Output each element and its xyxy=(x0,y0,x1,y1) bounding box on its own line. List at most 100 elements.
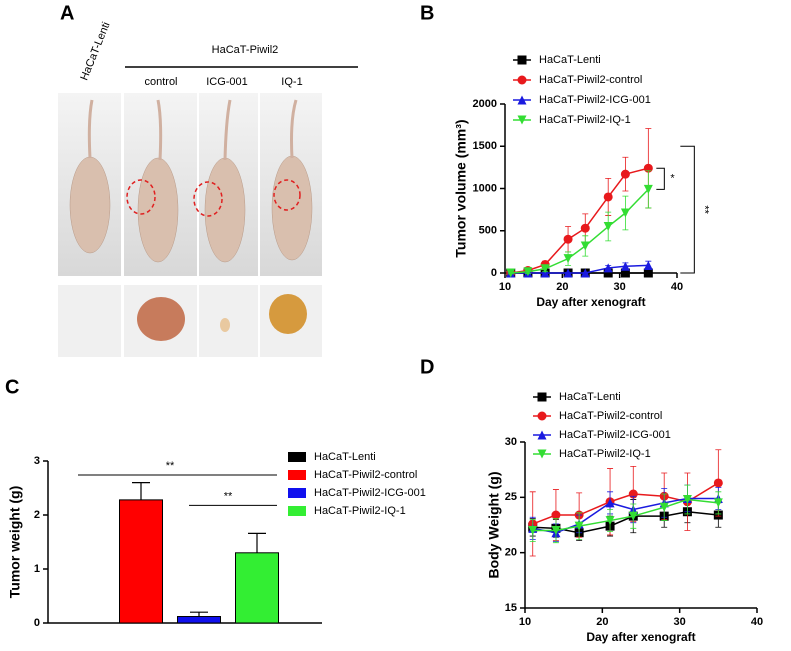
series-line xyxy=(532,497,719,534)
y-tick-label: 30 xyxy=(505,436,517,448)
bar xyxy=(235,552,279,624)
legend-label: HaCaT-Piwil2-IQ-1 xyxy=(314,505,406,517)
legend-swatch xyxy=(288,488,306,498)
x-tick-label: 20 xyxy=(596,616,608,628)
error-bar xyxy=(132,482,150,500)
mouse xyxy=(271,155,313,261)
marker xyxy=(540,264,550,274)
legend-label: HaCaT-Piwil2-ICG-001 xyxy=(539,94,651,106)
series-line xyxy=(532,498,719,532)
marker xyxy=(620,208,630,218)
tail xyxy=(156,99,163,161)
y-tick-label: 0 xyxy=(34,617,40,629)
tumor-marker xyxy=(126,179,156,215)
marker xyxy=(603,263,613,273)
photo-panel: A HaCaT-Lenti HaCaT-Piwil2 control ICG-0… xyxy=(58,2,358,357)
x-tick-label: 10 xyxy=(519,616,531,628)
marker xyxy=(682,495,692,505)
column-label: ICG-001 xyxy=(206,76,248,88)
marker xyxy=(563,268,573,278)
y-tick-label: 25 xyxy=(505,491,517,503)
marker xyxy=(643,268,653,278)
marker xyxy=(713,478,723,488)
tumor-marker xyxy=(193,181,223,217)
y-tick-label: 1 xyxy=(34,563,40,575)
legend-label: HaCaT-Lenti xyxy=(559,391,621,403)
legend-marker xyxy=(537,449,547,459)
legend-swatch xyxy=(288,506,306,516)
significance-bracket xyxy=(656,167,665,190)
x-tick-label: 10 xyxy=(499,281,511,293)
panel-label: D xyxy=(420,356,434,378)
marker xyxy=(605,498,615,508)
y-tick-label: 500 xyxy=(479,225,497,237)
group-label: HaCaT-Piwil2 xyxy=(212,44,279,56)
series-line xyxy=(510,188,649,274)
significance-bracket xyxy=(680,145,695,274)
error-bar xyxy=(248,532,266,553)
tumor xyxy=(269,294,307,334)
y-tick-label: 2000 xyxy=(473,98,497,110)
marker xyxy=(580,223,590,233)
mouse xyxy=(69,156,111,254)
y-tick-label: 1000 xyxy=(473,182,497,194)
mouse xyxy=(137,157,179,263)
marker xyxy=(643,184,653,194)
legend-swatch xyxy=(288,452,306,462)
legend-swatch xyxy=(288,470,306,480)
legend-marker xyxy=(517,115,527,125)
tail xyxy=(223,99,232,161)
group-label: HaCaT-Lenti xyxy=(78,20,112,82)
series-line xyxy=(510,167,649,274)
legend-label: HaCaT-Piwil2-ICG-001 xyxy=(314,487,426,499)
marker xyxy=(523,267,533,277)
legend-label: HaCaT-Piwil2-control xyxy=(314,469,417,481)
tail xyxy=(290,99,298,159)
marker xyxy=(620,261,630,271)
tumor xyxy=(220,318,230,332)
legend-marker xyxy=(517,75,527,85)
marker xyxy=(528,526,538,536)
marker xyxy=(580,268,590,278)
marker xyxy=(580,241,590,251)
marker xyxy=(620,268,630,278)
error-bar xyxy=(190,611,208,617)
significance-label: ** xyxy=(166,460,175,472)
x-tick-label: 30 xyxy=(674,616,686,628)
marker xyxy=(563,234,573,244)
marker xyxy=(713,498,723,508)
legend-marker xyxy=(537,411,547,421)
significance-label: ** xyxy=(224,490,233,502)
panel-label: C xyxy=(5,376,19,398)
x-tick-label: 20 xyxy=(556,281,568,293)
x-tick-label: 40 xyxy=(671,281,683,293)
legend-label: HaCaT-Lenti xyxy=(314,451,376,463)
bar xyxy=(177,616,221,624)
marker xyxy=(506,268,516,278)
y-tick-label: 20 xyxy=(505,547,517,559)
x-axis-title: Day after xenograft xyxy=(586,630,695,644)
marker xyxy=(603,192,613,202)
panel-label: B xyxy=(420,2,434,24)
marker xyxy=(605,516,615,526)
y-tick-label: 1500 xyxy=(473,140,497,152)
marker xyxy=(551,510,561,520)
column-label: control xyxy=(144,76,177,88)
y-tick-label: 15 xyxy=(505,602,517,614)
series-line xyxy=(510,264,649,274)
marker xyxy=(574,521,584,531)
marker xyxy=(563,254,573,264)
y-tick-label: 2 xyxy=(34,509,40,521)
legend-label: HaCaT-Piwil2-IQ-1 xyxy=(559,448,651,460)
legend-marker xyxy=(537,430,547,440)
legend-marker xyxy=(517,55,527,65)
marker xyxy=(659,502,669,512)
marker xyxy=(628,511,638,521)
mouse xyxy=(204,157,246,263)
significance-label: ** xyxy=(698,205,710,214)
marker xyxy=(643,260,653,270)
tail xyxy=(87,99,94,159)
tumor xyxy=(137,297,185,341)
y-tick-label: 3 xyxy=(34,455,40,467)
legend-label: HaCaT-Piwil2-control xyxy=(559,410,662,422)
